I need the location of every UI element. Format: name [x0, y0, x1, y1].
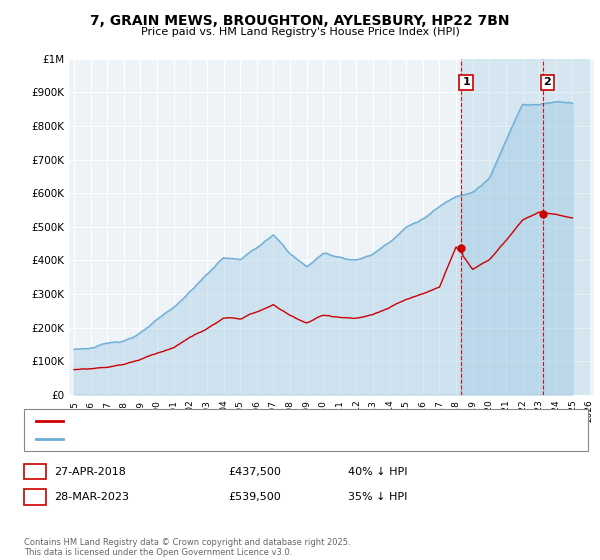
Text: 2: 2 — [544, 77, 551, 87]
Text: 28-MAR-2023: 28-MAR-2023 — [55, 492, 130, 502]
Text: 2: 2 — [31, 492, 38, 502]
Text: £437,500: £437,500 — [228, 466, 281, 477]
Text: 1: 1 — [31, 466, 38, 477]
Text: £539,500: £539,500 — [228, 492, 281, 502]
Bar — [461, 59, 589, 395]
Text: 1: 1 — [462, 77, 470, 87]
Text: Price paid vs. HM Land Registry's House Price Index (HPI): Price paid vs. HM Land Registry's House … — [140, 27, 460, 37]
Text: 7, GRAIN MEWS, BROUGHTON, AYLESBURY, HP22 7BN: 7, GRAIN MEWS, BROUGHTON, AYLESBURY, HP2… — [90, 14, 510, 28]
Text: 40% ↓ HPI: 40% ↓ HPI — [348, 466, 407, 477]
Text: 35% ↓ HPI: 35% ↓ HPI — [348, 492, 407, 502]
Text: Contains HM Land Registry data © Crown copyright and database right 2025.
This d: Contains HM Land Registry data © Crown c… — [24, 538, 350, 557]
Text: 27-APR-2018: 27-APR-2018 — [55, 466, 127, 477]
Text: HPI: Average price, detached house, Buckinghamshire: HPI: Average price, detached house, Buck… — [69, 434, 335, 444]
Text: 7, GRAIN MEWS, BROUGHTON, AYLESBURY, HP22 7BN (detached house): 7, GRAIN MEWS, BROUGHTON, AYLESBURY, HP2… — [69, 416, 423, 426]
